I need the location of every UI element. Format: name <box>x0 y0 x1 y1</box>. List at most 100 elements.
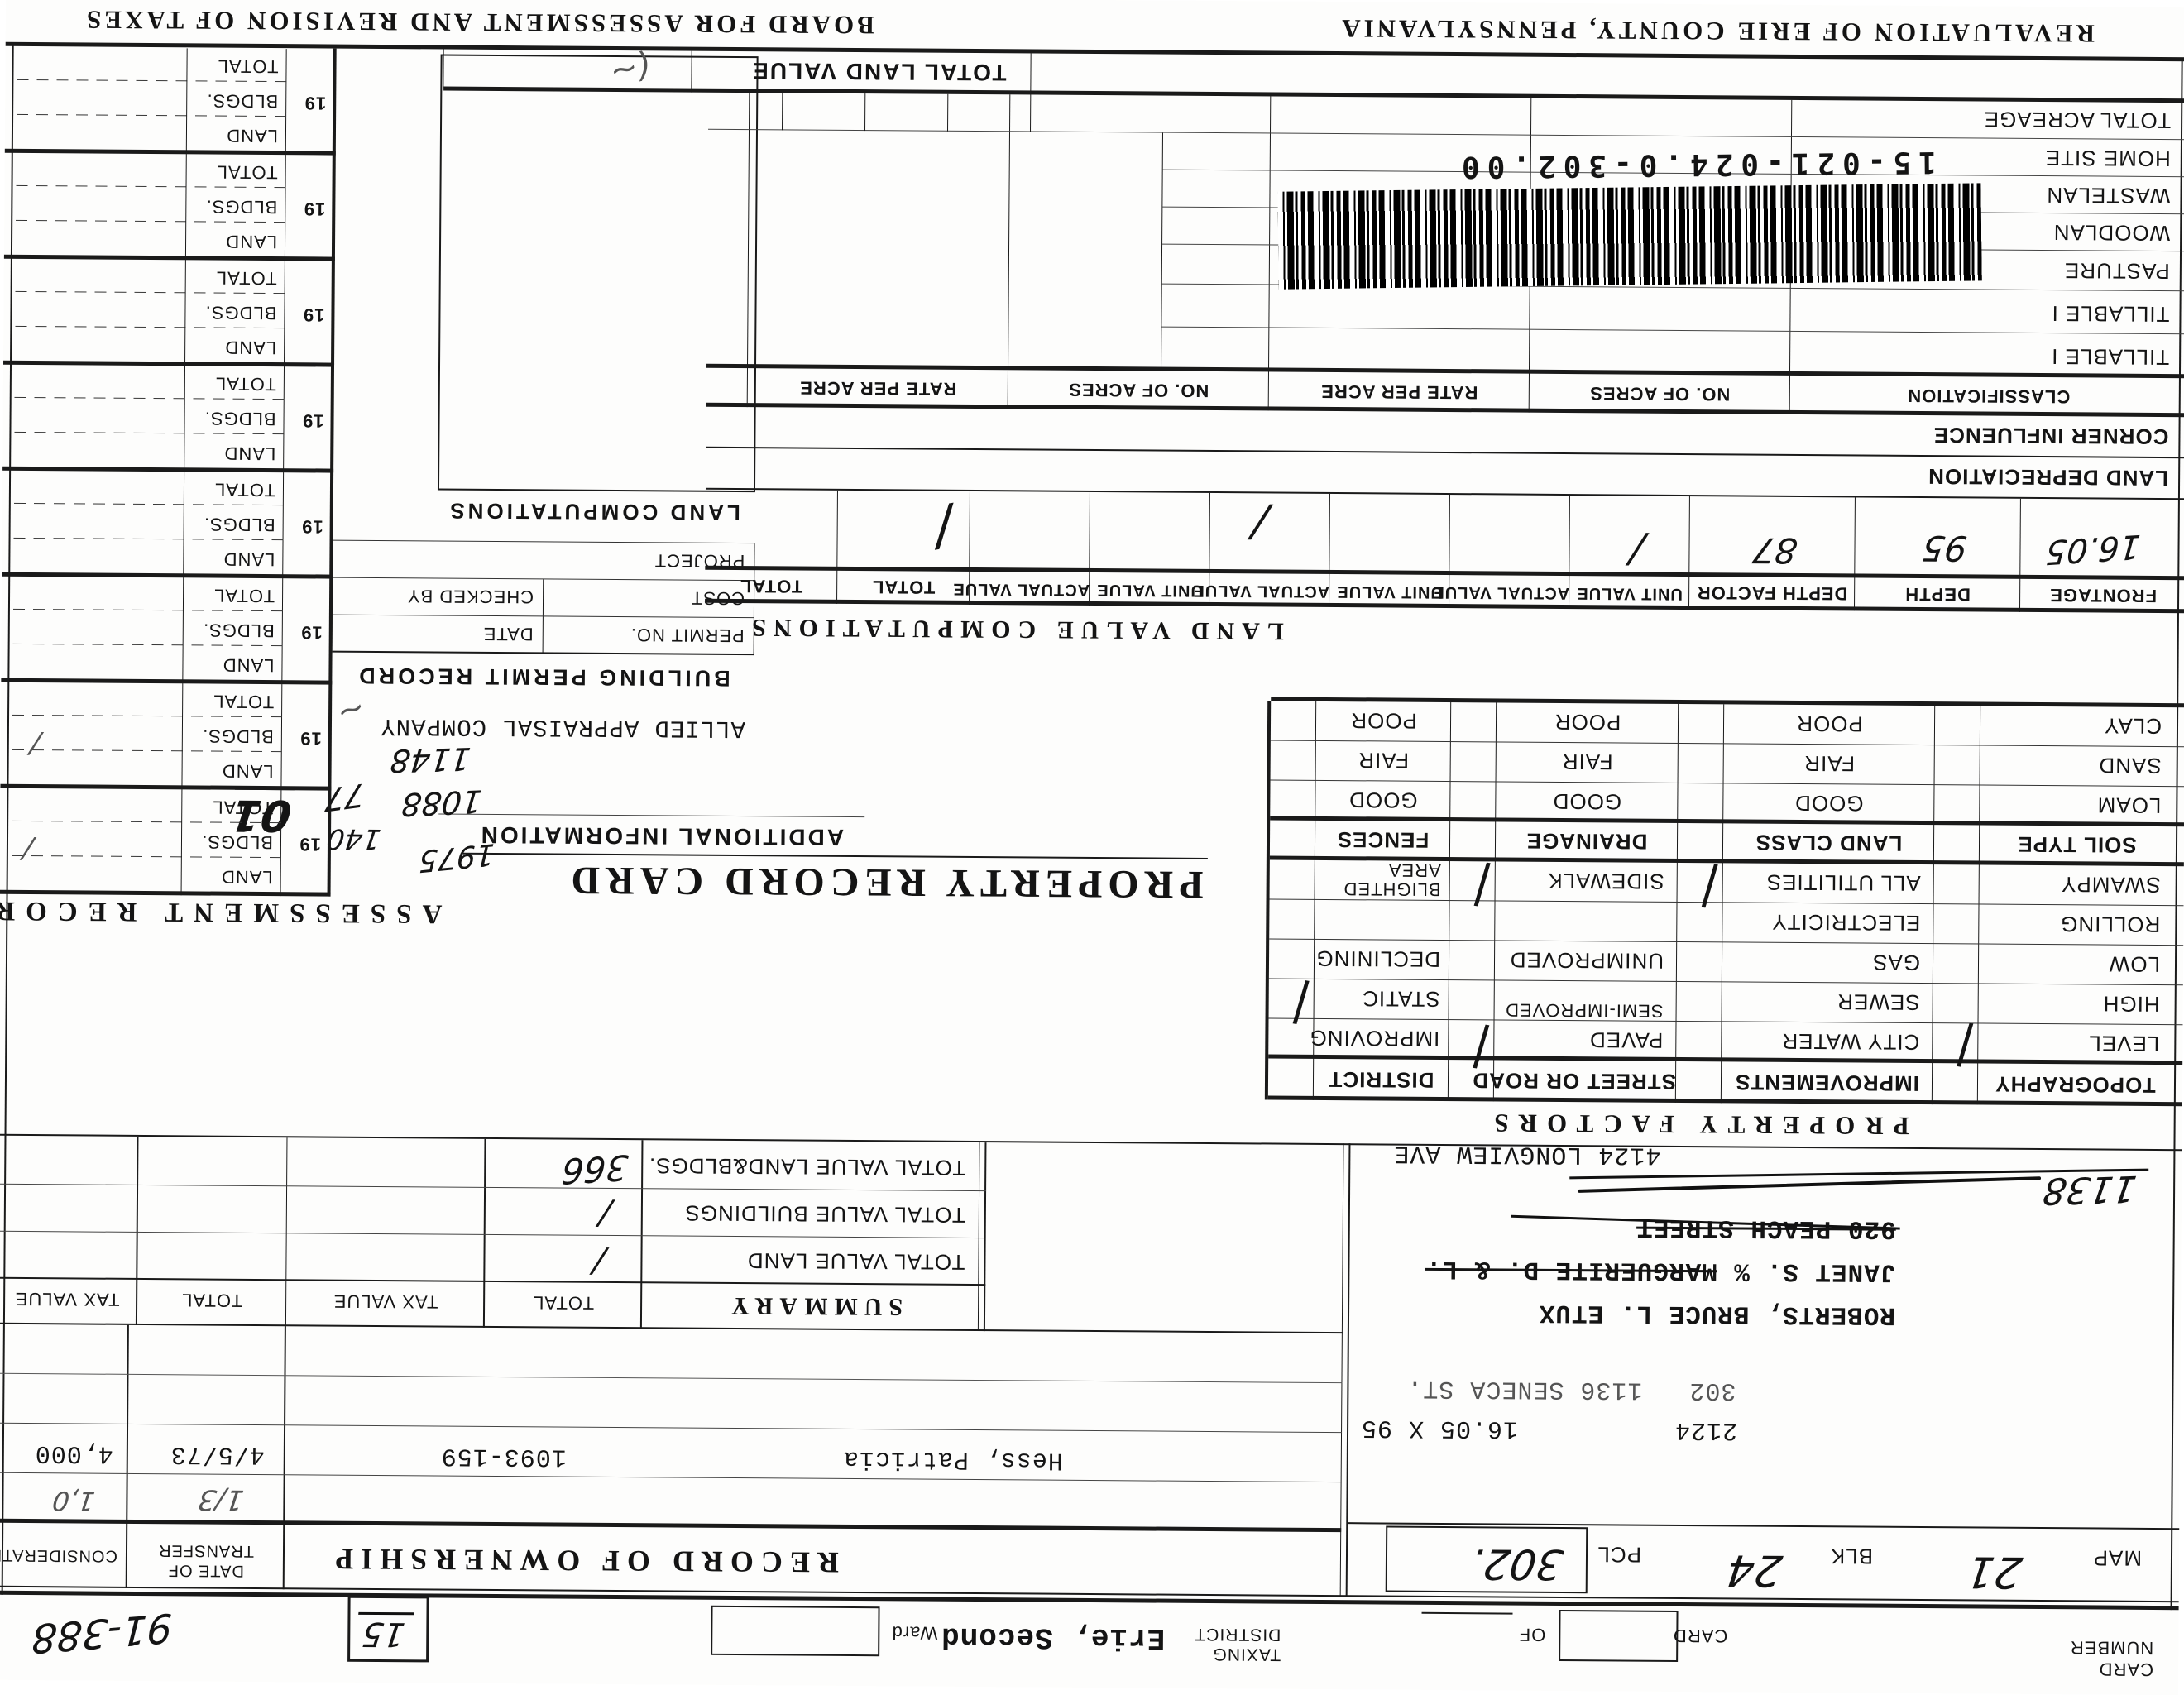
soil-header-underline <box>1270 816 2184 827</box>
lvc-frontage-header: FRONTAGE <box>2049 585 2158 606</box>
factors-row-line-2 <box>1268 978 2183 986</box>
summary-row-buildings: TOTAL VALUE BUILDINGS <box>684 1200 965 1228</box>
assessment-g6-bldgs: BLDGS. <box>204 302 277 324</box>
permit-checked-by-label: CHECKED BY <box>406 586 534 608</box>
pcl-label: PCL <box>1597 1542 1642 1568</box>
assessment-g5-land: LAND <box>223 443 276 465</box>
permit-no-label: PERMIT NO. <box>630 625 745 647</box>
ownership-date-col-line <box>282 1326 286 1590</box>
reference-number-handwritten: 91-388 <box>30 1603 174 1662</box>
assessment-g6-vline <box>284 261 285 367</box>
assessment-g4-line2 <box>8 502 284 506</box>
soil-row-line-1 <box>1270 779 2184 788</box>
summary-row-land: TOTAL VALUE LAND <box>746 1248 965 1275</box>
map-value-handwritten: 21 <box>1963 1546 2025 1597</box>
property-factors-title: PROPERTY FACTORS <box>1484 1108 1909 1141</box>
permit-date-label: DATE <box>482 623 534 645</box>
land-depreciation-underline <box>706 446 2184 459</box>
fences-fair: FAIR <box>1358 748 1410 773</box>
acreage-cell-1 <box>1030 94 1032 132</box>
checkmark-static: / <box>1291 970 1310 1036</box>
handwritten-note-1148: 1148 <box>388 740 473 779</box>
summary-left-divider <box>983 1142 987 1332</box>
summary-left-divider-inner <box>977 1142 980 1332</box>
co-owner-line: JANET S. % MARGUERITE D. & L. <box>1425 1254 1896 1286</box>
summary-row-line-1 <box>0 1230 986 1239</box>
assessment-year-g7: 19 <box>303 199 326 220</box>
lvc-depth-factor-header: DEPTH FACTOR <box>1696 582 1848 605</box>
acreage-cell-4 <box>782 93 783 131</box>
ownership-faint-consideration: 1,0 <box>50 1485 97 1517</box>
assessment-year-g8: 19 <box>304 93 327 114</box>
tlv-vline-1 <box>1030 53 1032 95</box>
lvc-frontage-value: 16.05 <box>2044 526 2143 572</box>
assessment-g7-vline <box>284 155 286 261</box>
factor-low: LOW <box>2108 951 2161 978</box>
fences-poor: POOR <box>1350 708 1417 734</box>
drainage-header: DRAINAGE <box>1525 828 1648 855</box>
lvc-total-header-1: TOTAL <box>871 577 936 598</box>
location-old-parcel: 2124 <box>1674 1415 1738 1444</box>
assessment-g3-total: TOTAL <box>213 585 275 607</box>
assessment-g8-vline <box>285 49 287 156</box>
factor-high: HIGH <box>2102 991 2160 1017</box>
date-of-transfer-header: DATE OF TRANSFER <box>136 1540 276 1581</box>
taxing-district-label: TAXING DISTRICT <box>1194 1624 1281 1664</box>
lvc-unit-value-header-3: UNIT VALUE <box>1096 581 1203 600</box>
soil-clay: CLAY <box>2103 713 2162 740</box>
ownership-consideration-value: 4,000 <box>34 1439 113 1468</box>
assessment-g5-total: TOTAL <box>214 373 276 395</box>
right-border <box>1 43 14 1595</box>
owner-panel-divider <box>1345 1143 1351 1597</box>
lvc-depth-factor-value: 87 <box>1750 529 1800 571</box>
barcode-number: 15-021-024.0-302.00 <box>1454 145 1937 184</box>
summary-buildings-mark: / <box>597 1194 614 1233</box>
checkmark-all-utilities: / <box>1700 854 1719 920</box>
drainage-fair: FAIR <box>1561 749 1613 775</box>
factors-row-line-3 <box>1269 938 2184 946</box>
total-land-value-label: TOTAL LAND VALUE <box>751 58 1007 86</box>
factor-sidewalk: SIDEWALK <box>1547 868 1664 894</box>
lvc-depth-value: 95 <box>1919 528 1970 569</box>
assessment-g5-valline <box>184 366 186 472</box>
ownership-owner-name: Hess, Patricia <box>842 1444 1063 1474</box>
assessment-g4-valline <box>183 472 185 578</box>
factors-vline-1 <box>1976 706 1981 1105</box>
factors-row-line-1 <box>1268 1017 2183 1026</box>
rate-per-acre-header-2: RATE PER ACRE <box>799 377 957 400</box>
factors-right-edge <box>1264 701 1272 1100</box>
acreage-cell-2 <box>947 93 949 132</box>
factor-electricity: ELECTRICITY <box>1771 909 1921 936</box>
lvc-actual-value-header-1: ACTUAL VALUE <box>1432 582 1570 603</box>
assessment-year-g6: 19 <box>302 304 325 326</box>
assessment-g3-bldgs: BLDGS. <box>202 620 275 642</box>
assessment-g4-vline <box>282 472 285 579</box>
classification-header-underline <box>706 363 2184 379</box>
summary-col-line-2 <box>482 1138 486 1328</box>
assessment-g6-land: LAND <box>224 337 277 359</box>
card-of-blank-line <box>1421 1611 1513 1615</box>
assessment-g8-land: LAND <box>226 125 279 147</box>
rows-right-edge <box>1160 132 1164 371</box>
situs-address: 1136 SENECA ST. <box>1406 1373 1643 1404</box>
soil-loam: LOAM <box>2096 792 2162 819</box>
lvc-actual-value-header-3: ACTUAL VALUE <box>952 579 1090 599</box>
assessment-g3-line2 <box>7 608 283 612</box>
assessment-g2-total: TOTAL <box>213 691 275 713</box>
ownership-consideration-col-line <box>125 1324 129 1588</box>
assessment-year-g2: 19 <box>299 728 322 749</box>
co-owner-prefix: JANET S. % <box>1717 1256 1896 1286</box>
factor-declining: DECLINING <box>1315 946 1441 972</box>
assessment-year-g3: 19 <box>300 622 323 644</box>
land-class-fair: FAIR <box>1803 751 1856 777</box>
row-home-site: HOME SITE <box>2044 146 2171 172</box>
assessment-g3-vline <box>281 578 284 685</box>
assessment-g6-valline <box>184 260 186 366</box>
row-tillable-1: TILLABLE I <box>2051 344 2170 371</box>
factor-city-water: CITY WATER <box>1781 1028 1920 1055</box>
permit-table-bottom <box>333 539 755 544</box>
card-of-label: OF <box>1518 1624 1546 1645</box>
assessment-g5-line1 <box>9 431 285 435</box>
appraisal-scribble: ~ <box>332 687 371 733</box>
